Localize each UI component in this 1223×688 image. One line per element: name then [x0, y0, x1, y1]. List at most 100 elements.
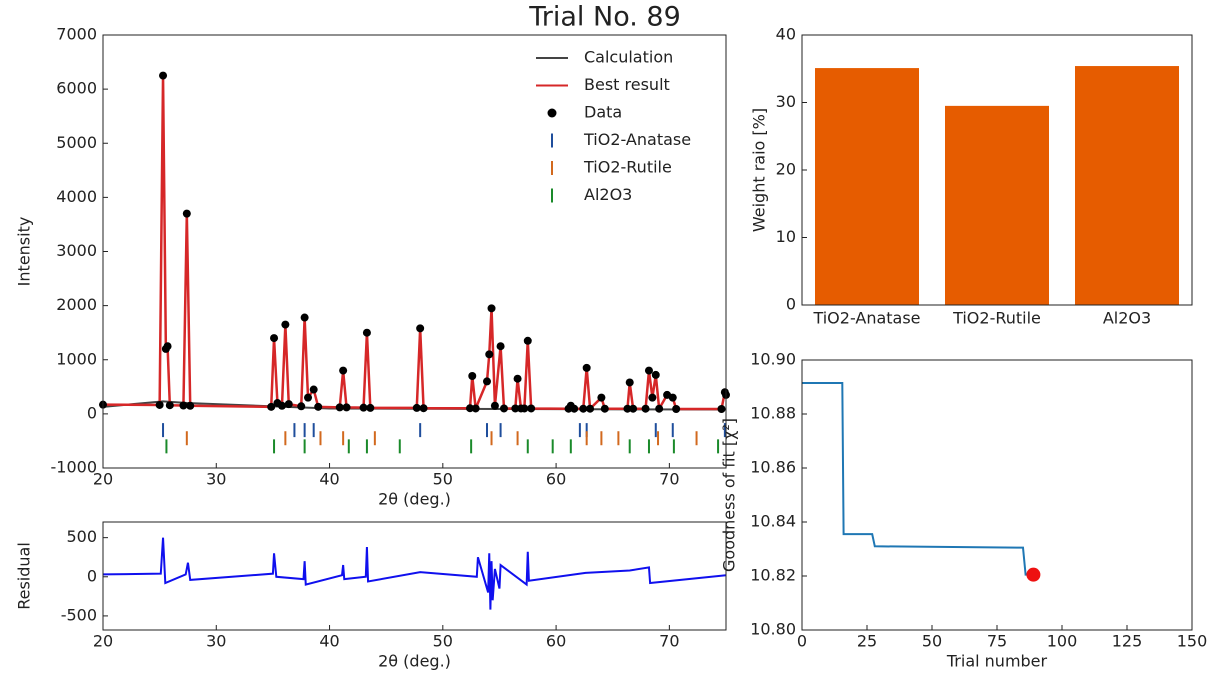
- x-tick-label: 30: [206, 470, 226, 489]
- x-tick-label: 0: [797, 632, 807, 651]
- point: [648, 393, 657, 402]
- point: [651, 370, 660, 379]
- y-tick-label: -1000: [51, 458, 98, 477]
- x-tick-label: 20: [93, 632, 113, 651]
- point: [412, 403, 421, 412]
- x-tick-label: 50: [433, 632, 453, 651]
- point: [165, 401, 174, 410]
- point: [582, 363, 591, 372]
- point: [366, 403, 375, 412]
- axes-frame: [801, 34, 1193, 306]
- x-tick-label: 25: [857, 632, 877, 651]
- point: [270, 334, 279, 343]
- x-axis-label: 2θ (deg.): [378, 652, 451, 671]
- figure-title: Trial No. 89: [528, 2, 681, 33]
- y-tick-label: 0: [87, 566, 97, 585]
- point: [179, 401, 188, 410]
- y-tick-label: 10: [776, 227, 796, 246]
- point: [717, 405, 726, 414]
- x-tick-label: 40: [319, 632, 339, 651]
- bar: [945, 105, 1049, 305]
- point: [655, 404, 664, 413]
- point: [359, 403, 368, 412]
- axes-frame: [801, 359, 1193, 631]
- axes-frame: [102, 521, 727, 631]
- y-tick-label: 4000: [56, 187, 97, 206]
- line: [103, 75, 726, 413]
- point: [1026, 567, 1041, 582]
- point: [297, 402, 306, 411]
- point: [284, 400, 293, 409]
- y-tick-label: 20: [776, 160, 796, 179]
- x-tick-label: 150: [1177, 632, 1208, 651]
- x-tick-label: 100: [1047, 632, 1078, 651]
- point: [600, 404, 609, 413]
- point: [485, 350, 494, 359]
- point: [300, 313, 309, 322]
- x-tick-label: 70: [659, 632, 679, 651]
- point: [490, 401, 499, 410]
- x-tick-label: 50: [433, 470, 453, 489]
- y-tick-label: 0: [786, 295, 796, 314]
- y-tick-label: 7000: [56, 25, 97, 44]
- line: [802, 381, 1034, 576]
- x-axis-label: 2θ (deg.): [378, 490, 451, 509]
- point: [586, 404, 595, 413]
- point: [527, 404, 536, 413]
- point: [362, 328, 371, 337]
- point: [499, 404, 508, 413]
- y-tick-label: 10.86: [750, 458, 796, 477]
- x-tick-label: TiO2-Anatase: [812, 309, 920, 328]
- y-tick-label: 3000: [56, 241, 97, 260]
- point: [468, 371, 477, 380]
- x-tick-label: Al2O3: [1103, 309, 1151, 328]
- y-tick-label: 10.88: [750, 404, 796, 423]
- point: [570, 404, 579, 413]
- y-axis-label: Goodness of fit [χ²]: [720, 418, 739, 572]
- y-axis-label: Residual: [15, 542, 34, 610]
- point: [419, 404, 428, 413]
- x-tick-label: 70: [659, 470, 679, 489]
- x-tick-label: 60: [546, 470, 566, 489]
- y-axis-label: Weight raio [%]: [750, 108, 769, 232]
- point: [625, 378, 634, 387]
- point: [155, 400, 164, 409]
- legend-label: Calculation: [584, 48, 673, 67]
- point: [304, 393, 313, 402]
- point: [277, 401, 286, 410]
- point: [523, 336, 532, 345]
- point: [159, 71, 168, 80]
- x-tick-label: 125: [1112, 632, 1143, 651]
- y-tick-label: 2000: [56, 295, 97, 314]
- line: [103, 537, 726, 610]
- y-tick-label: 10.90: [750, 350, 796, 369]
- point: [482, 377, 491, 386]
- bar: [1075, 66, 1179, 305]
- legend-label: TiO2-Rutile: [583, 158, 672, 177]
- y-tick-label: 10.84: [750, 512, 796, 531]
- point: [513, 374, 522, 383]
- y-tick-label: 1000: [56, 349, 97, 368]
- point: [641, 404, 650, 413]
- point: [496, 342, 505, 351]
- x-tick-label: 50: [922, 632, 942, 651]
- point: [335, 403, 344, 412]
- point: [672, 405, 681, 414]
- y-tick-label: 5000: [56, 133, 97, 152]
- point: [342, 403, 351, 412]
- y-tick-label: 500: [66, 527, 97, 546]
- axes-frame: [102, 34, 727, 469]
- point: [186, 401, 195, 410]
- point: [629, 404, 638, 413]
- legend-label: Data: [584, 103, 622, 122]
- x-axis-label: Trial number: [946, 652, 1048, 671]
- point: [339, 366, 348, 375]
- bar: [815, 68, 919, 305]
- y-tick-label: 10.82: [750, 566, 796, 585]
- legend-swatch: [547, 108, 557, 118]
- y-tick-label: 0: [87, 403, 97, 422]
- x-tick-label: 60: [546, 632, 566, 651]
- point: [314, 402, 323, 411]
- y-tick-label: -500: [61, 605, 97, 624]
